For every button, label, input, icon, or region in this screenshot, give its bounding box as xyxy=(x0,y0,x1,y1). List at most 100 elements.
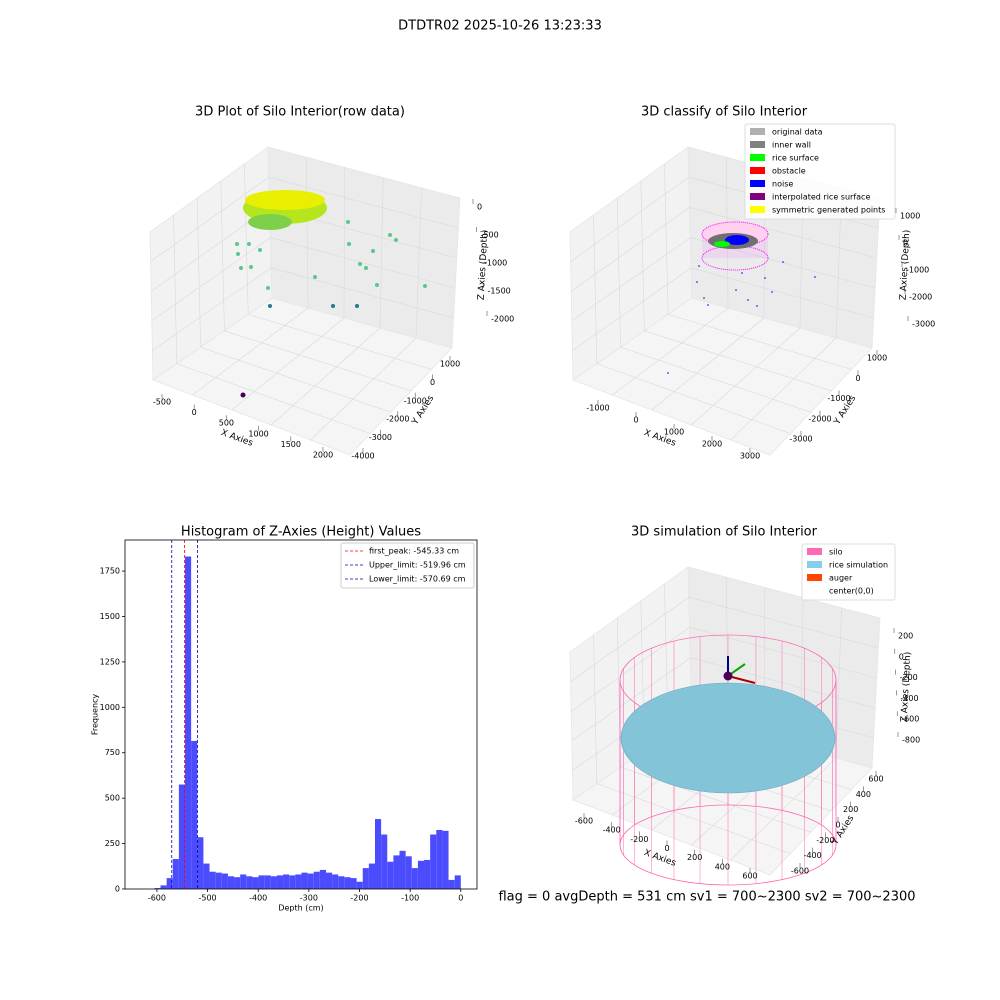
legend-swatch xyxy=(750,167,765,174)
y-tick-label: 0 xyxy=(430,378,435,387)
pane-grid xyxy=(612,307,729,396)
y-tick-label: 600 xyxy=(868,775,883,784)
point xyxy=(741,272,743,274)
x-tick-label: 1000 xyxy=(664,428,684,437)
histogram-bar xyxy=(154,888,161,889)
pane-grid xyxy=(248,314,432,370)
histogram-bar xyxy=(264,875,271,889)
point xyxy=(235,242,239,246)
point xyxy=(782,261,784,263)
noise-cluster xyxy=(725,235,749,245)
y-tick-label: -2000 xyxy=(808,414,831,423)
scatter-points xyxy=(268,304,359,308)
histogram-bar xyxy=(442,830,449,889)
pane-grid xyxy=(306,157,309,309)
y-tick-label: 1250 xyxy=(100,657,120,666)
pane-grid xyxy=(173,214,178,364)
pane-grid xyxy=(379,177,384,329)
point xyxy=(266,286,270,290)
pane-grid xyxy=(271,327,381,426)
legend-label: symmetric generated points xyxy=(772,206,885,215)
legend-label: first_peak: -545.33 cm xyxy=(369,547,459,556)
point xyxy=(364,266,368,270)
pane-grid xyxy=(593,214,598,364)
histogram-bar xyxy=(227,876,235,889)
pane-grid xyxy=(152,267,272,351)
z-tick-label: -2000 xyxy=(491,315,514,324)
histogram-bar xyxy=(374,819,382,889)
legend-box xyxy=(801,543,896,601)
axes-frame xyxy=(124,539,478,890)
floor-pane xyxy=(152,297,453,456)
x-tick-label: 500 xyxy=(219,419,234,428)
z-tick-label: -200 xyxy=(900,673,918,682)
legend-label: interpolated rice surface xyxy=(772,193,870,202)
legend-label: obstacle xyxy=(772,167,806,176)
histogram-bar xyxy=(240,874,247,889)
x-tick-label: -400 xyxy=(603,826,621,835)
histogram-bar xyxy=(332,874,339,889)
x-tick-label: -500 xyxy=(153,398,171,407)
point xyxy=(756,305,758,307)
y-tick-label: 1000 xyxy=(100,703,120,712)
histogram-bar xyxy=(295,874,302,889)
histogram-bar xyxy=(221,873,228,889)
point xyxy=(747,299,749,301)
y-tick-label: 0 xyxy=(855,374,860,383)
legend-label: auger xyxy=(829,574,853,583)
x-tick-label: 0 xyxy=(664,844,669,853)
subplot-title: 3D classify of Silo Interior xyxy=(641,105,808,120)
center-marker xyxy=(723,671,733,681)
y-tick-label: -3000 xyxy=(789,435,812,444)
x-tick-label: 1000 xyxy=(248,429,268,438)
legend-swatch xyxy=(750,128,765,135)
pane-grid xyxy=(668,314,852,370)
pane-grid xyxy=(690,657,876,709)
legend-label: Lower_limit: -570.69 cm xyxy=(369,575,466,584)
y-tick-label: 1000 xyxy=(440,360,460,369)
histogram-bar xyxy=(270,876,277,889)
histogram-bar xyxy=(381,834,388,889)
z-axis-label: Z Axies (Depth) xyxy=(899,230,913,301)
x-tick-label: 0 xyxy=(458,894,463,903)
legend-label: center(0,0) xyxy=(829,587,874,596)
histogram-bar xyxy=(178,784,186,889)
y-tick-label: 1500 xyxy=(100,612,120,621)
x-tick-label: -600 xyxy=(148,894,166,903)
point xyxy=(355,304,359,308)
pane-grid xyxy=(644,330,832,392)
point xyxy=(735,289,737,291)
y-tick-label: -2000 xyxy=(386,415,409,424)
pane-grid xyxy=(689,627,877,679)
pane-grid xyxy=(730,337,837,441)
legend-box xyxy=(340,542,475,589)
z-tick-label: -600 xyxy=(901,715,919,724)
legend-swatch xyxy=(807,587,822,594)
x-tick-label: -100 xyxy=(401,894,419,903)
pane-grid xyxy=(151,237,271,322)
z-tick-label: -2000 xyxy=(909,293,932,302)
histogram-bar xyxy=(325,872,333,889)
histogram-bar xyxy=(417,860,425,889)
pane-grid xyxy=(150,176,269,262)
legend-swatch xyxy=(750,154,765,161)
y-tick-label: -4000 xyxy=(351,452,374,461)
histogram-bar xyxy=(387,861,394,889)
pane-grid xyxy=(224,330,412,392)
legend-swatch xyxy=(750,206,765,213)
x-tick-label: 0 xyxy=(192,408,197,417)
histogram-bar xyxy=(185,556,192,889)
pane-grid xyxy=(571,627,690,712)
z-axis-label: Z Axies (Depth) xyxy=(900,652,914,723)
pane-grid xyxy=(200,346,391,413)
y-tick-label: 0 xyxy=(835,821,840,830)
pane-grid xyxy=(596,783,791,854)
legend-swatch xyxy=(750,180,765,187)
legend-swatch xyxy=(807,574,822,581)
z-tick-label: -800 xyxy=(902,736,920,745)
subplot-title: 3D simulation of Silo Interior xyxy=(631,525,818,540)
legend-box xyxy=(744,123,896,220)
legend-swatch xyxy=(750,141,765,148)
y-tick-label: -1000 xyxy=(827,394,850,403)
pane-grid xyxy=(651,317,765,411)
